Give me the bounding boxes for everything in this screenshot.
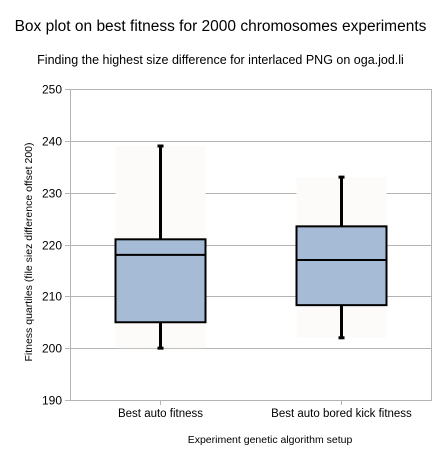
chart-subtitle: Finding the highest size difference for … bbox=[37, 53, 404, 67]
chart-title: Box plot on best fitness for 2000 chromo… bbox=[14, 18, 427, 35]
y-tick-label: 200 bbox=[42, 342, 62, 356]
y-tick-label: 220 bbox=[42, 239, 62, 253]
plot-area bbox=[70, 89, 432, 401]
y-tick-label: 210 bbox=[42, 290, 62, 304]
iqr-box bbox=[295, 225, 388, 307]
y-tick-label: 190 bbox=[42, 394, 62, 408]
y-tick-label: 250 bbox=[42, 83, 62, 97]
y-tick-label: 240 bbox=[42, 135, 62, 149]
y-tick-label: 230 bbox=[42, 187, 62, 201]
category-label: Best auto bored kick fitness bbox=[271, 408, 412, 420]
x-axis-label: Experiment genetic algorithm setup bbox=[187, 434, 353, 446]
iqr-box bbox=[114, 238, 207, 324]
category-label: Best auto fitness bbox=[118, 408, 203, 420]
